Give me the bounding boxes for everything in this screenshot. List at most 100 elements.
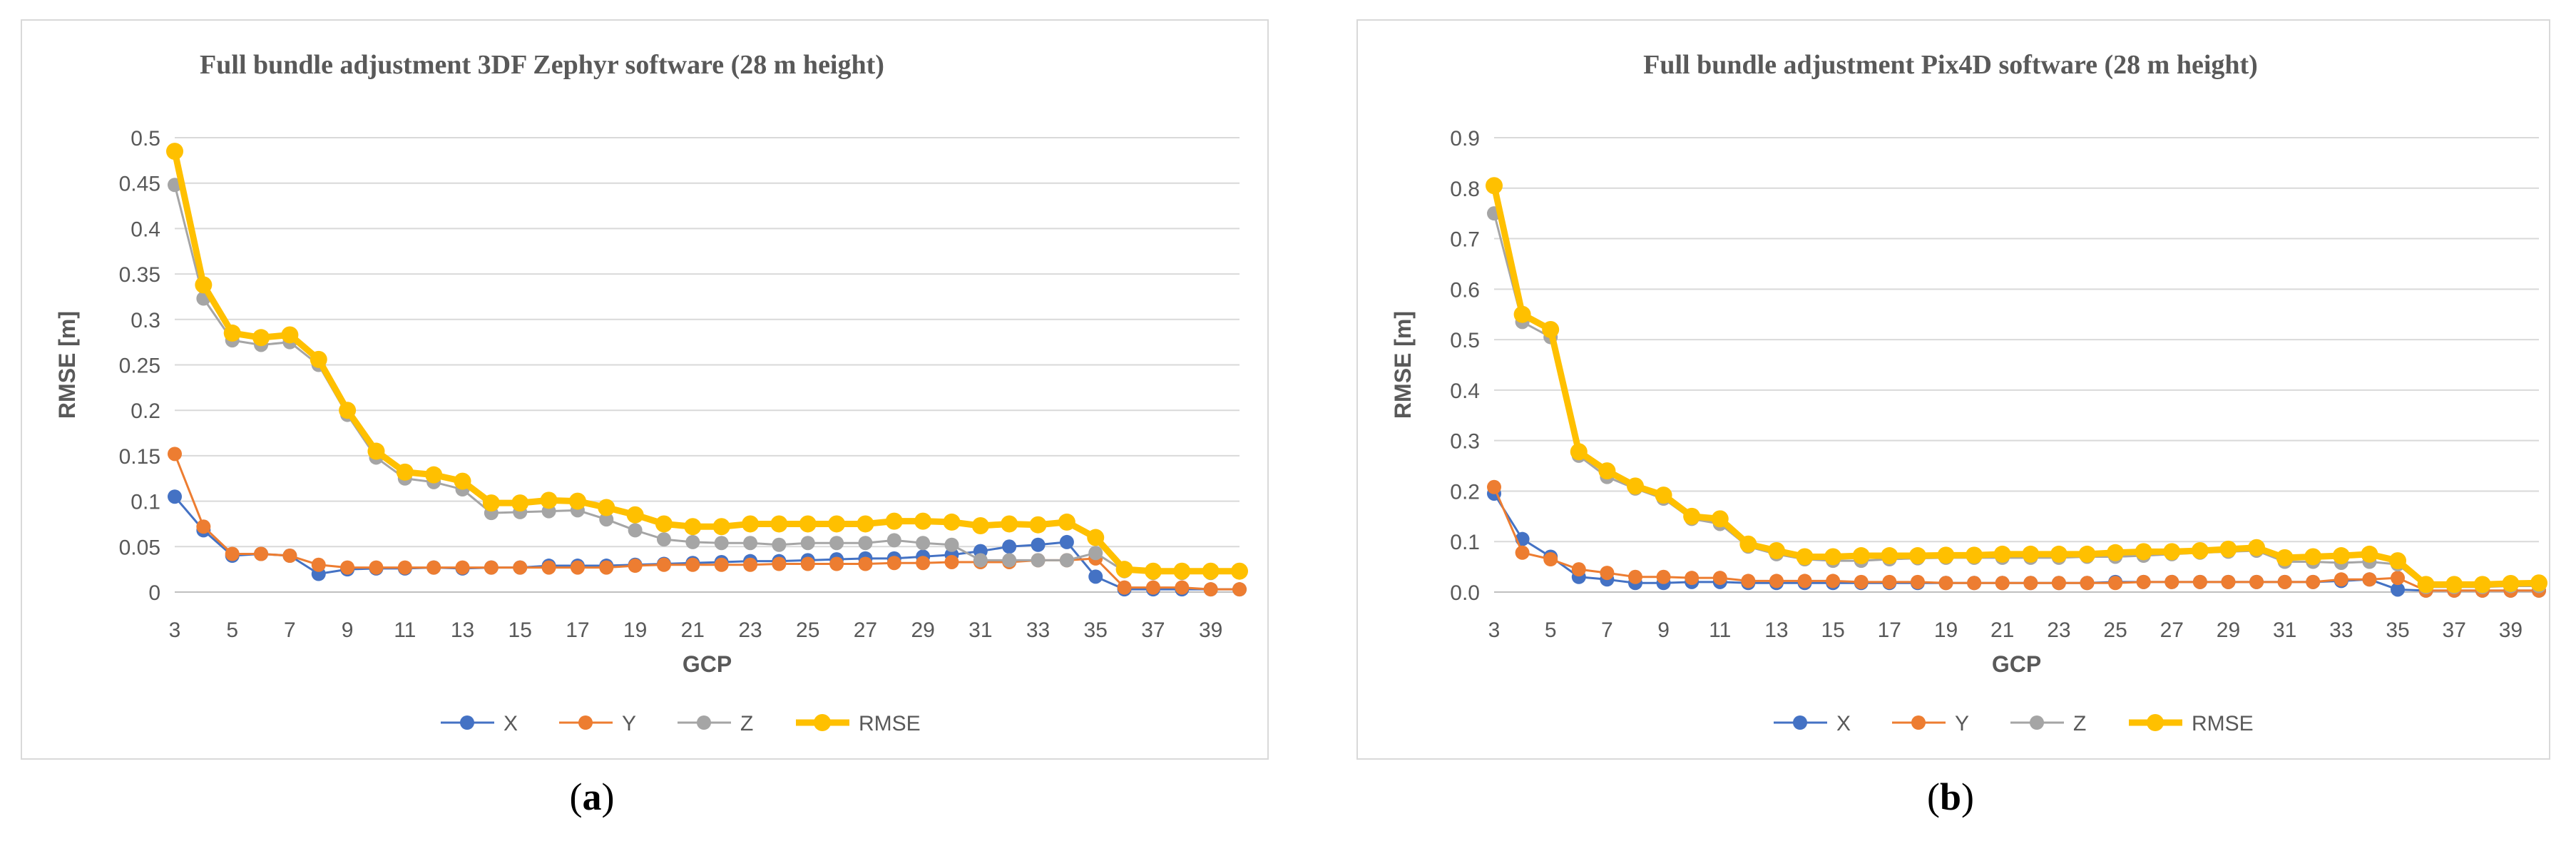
x-tick-label: 19	[1934, 618, 1958, 642]
data-point-y	[1656, 569, 1671, 584]
data-point-rmse	[2502, 574, 2520, 592]
data-point-y	[1882, 574, 1897, 589]
data-point-rmse	[425, 466, 443, 484]
y-tick-label: 0.6	[1450, 278, 1480, 302]
data-point-y	[944, 554, 959, 569]
data-point-z	[886, 533, 901, 548]
data-point-rmse	[223, 324, 241, 342]
legend-marker-rmse	[2147, 714, 2164, 731]
data-point-rmse	[2050, 545, 2068, 563]
data-point-y	[513, 560, 528, 575]
data-point-rmse	[943, 513, 961, 531]
data-point-rmse	[2163, 543, 2181, 561]
data-point-rmse	[2276, 549, 2294, 566]
data-point-y	[340, 560, 355, 575]
legend-marker-y	[578, 715, 593, 730]
data-point-rmse	[655, 515, 673, 533]
data-point-rmse	[1144, 562, 1162, 580]
data-point-z	[1059, 553, 1074, 568]
x-tick-label: 27	[854, 618, 877, 642]
data-point-y	[1145, 580, 1160, 595]
legend: X Y Z RMSE	[1774, 712, 2254, 735]
data-point-y	[1967, 576, 1982, 591]
data-point-y	[2391, 571, 2406, 586]
data-point-y	[282, 549, 297, 564]
data-point-y	[858, 556, 873, 571]
data-point-y	[2080, 576, 2095, 591]
data-point-rmse	[252, 329, 270, 347]
data-point-rmse	[482, 494, 500, 512]
y-tick-label: 0.35	[119, 263, 160, 287]
data-point-rmse	[1087, 529, 1105, 546]
x-tick-label: 31	[968, 618, 992, 642]
data-point-y	[1995, 576, 2010, 591]
y-tick-label: 0.3	[1450, 430, 1480, 454]
data-point-rmse	[2219, 540, 2237, 558]
data-point-y	[397, 560, 412, 575]
data-point-rmse	[195, 276, 213, 294]
x-tick-label: 9	[342, 618, 354, 642]
x-tick-label: 7	[1601, 618, 1613, 642]
y-axis-label: RMSE [m]	[1390, 311, 1416, 419]
x-tick-label: 39	[1199, 618, 1222, 642]
legend-label-x: X	[1836, 712, 1851, 735]
x-tick-label: 15	[508, 618, 532, 642]
data-point-rmse	[540, 491, 558, 509]
data-point-x	[1002, 539, 1017, 554]
x-tick-label: 35	[1084, 618, 1108, 642]
x-tick-label: 33	[2329, 618, 2353, 642]
data-point-y	[426, 560, 441, 575]
x-tick-label: 11	[394, 618, 416, 642]
data-point-z	[944, 537, 959, 552]
data-point-z	[743, 536, 758, 551]
data-point-z	[1031, 553, 1046, 568]
chart-border	[21, 19, 1269, 760]
data-point-rmse	[857, 515, 874, 533]
x-axis-label: GCP	[683, 651, 732, 677]
data-point-rmse	[2304, 548, 2322, 566]
data-point-rmse	[1796, 548, 1814, 566]
legend-marker-z	[697, 715, 711, 730]
data-point-x	[168, 489, 182, 504]
data-point-rmse	[2078, 545, 2096, 563]
legend: X Y Z RMSE	[441, 712, 921, 735]
data-point-rmse	[742, 515, 760, 533]
data-point-y	[2334, 572, 2348, 587]
data-point-rmse	[971, 516, 989, 534]
data-point-y	[916, 556, 931, 571]
legend-marker-y	[1911, 715, 1926, 730]
data-point-rmse	[1001, 515, 1018, 533]
x-tick-label: 19	[623, 618, 647, 642]
data-point-rmse	[1655, 486, 1672, 504]
data-point-rmse	[1029, 516, 1047, 534]
legend-marker-x	[1793, 715, 1807, 730]
data-point-y	[484, 560, 499, 575]
data-point-y	[2192, 574, 2207, 589]
x-tick-label: 23	[738, 618, 762, 642]
data-point-rmse	[2248, 539, 2266, 556]
data-point-rmse	[281, 326, 299, 344]
x-tick-label: 3	[169, 618, 181, 642]
data-point-rmse	[2135, 543, 2152, 561]
y-tick-label: 0.5	[131, 127, 160, 151]
x-tick-label: 31	[2273, 618, 2296, 642]
y-tick-label: 0.15	[119, 445, 160, 469]
data-point-x	[1031, 537, 1046, 552]
data-point-y	[1685, 571, 1700, 586]
data-point-rmse	[2332, 547, 2350, 565]
data-point-y	[541, 560, 556, 575]
data-point-y	[2221, 574, 2236, 589]
data-point-y	[570, 560, 585, 575]
y-tick-label: 0.1	[1450, 531, 1480, 554]
x-tick-label: 5	[1545, 618, 1557, 642]
data-point-y	[1712, 571, 1727, 586]
chart-title: Full bundle adjustment 3DF Zephyr softwa…	[200, 50, 884, 80]
data-point-z	[1088, 546, 1103, 561]
y-tick-label: 0.25	[119, 355, 160, 378]
data-point-rmse	[1711, 510, 1729, 528]
legend-label-x: X	[504, 712, 518, 735]
data-point-rmse	[1058, 513, 1075, 531]
y-tick-label: 0.9	[1450, 127, 1480, 151]
data-point-y	[2023, 576, 2038, 591]
data-point-y	[1232, 582, 1247, 597]
